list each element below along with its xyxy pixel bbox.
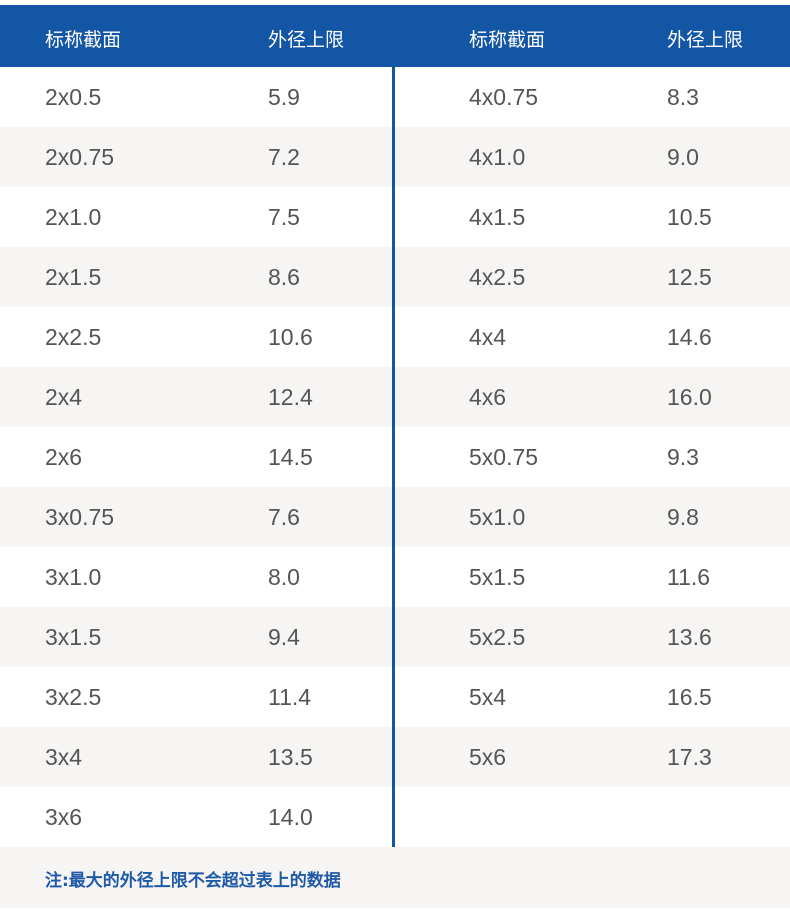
right-section-cell: 5x4 — [469, 684, 507, 710]
right-section-cell: 5x6 — [469, 744, 507, 770]
left-section-cell: 2x1.0 — [45, 204, 102, 230]
header-max-outer-diameter-left: 外径上限 — [268, 29, 345, 51]
right-section-cell: 4x6 — [469, 384, 507, 410]
right-diameter-cell: 17.3 — [667, 744, 712, 770]
table-row: 2x4 12.4 4x6 16.0 — [0, 367, 790, 427]
table-row: 2x1.5 8.6 4x2.5 12.5 — [0, 247, 790, 307]
left-diameter-cell: 10.6 — [268, 324, 313, 350]
left-section-cell: 3x1.5 — [45, 624, 102, 650]
right-diameter-cell: 13.6 — [667, 624, 712, 650]
top-margin — [0, 0, 790, 5]
right-section-cell: 4x4 — [469, 324, 507, 350]
left-section-cell: 2x0.5 — [45, 84, 102, 110]
right-section-cell: 5x1.5 — [469, 564, 526, 590]
left-section-cell: 3x6 — [45, 804, 83, 830]
left-section-cell: 3x0.75 — [45, 504, 115, 530]
right-diameter-cell: 10.5 — [667, 204, 712, 230]
left-diameter-cell: 7.5 — [268, 204, 300, 230]
left-diameter-cell: 14.0 — [268, 804, 313, 830]
header-max-outer-diameter-right: 外径上限 — [667, 29, 744, 51]
left-section-cell: 2x1.5 — [45, 264, 102, 290]
right-diameter-cell: 9.3 — [667, 444, 699, 470]
footnote-text: 注:最大的外径上限不会超过表上的数据 — [45, 871, 341, 891]
header-nominal-section-right: 标称截面 — [469, 29, 546, 51]
table-row: 2x2.5 10.6 4x4 14.6 — [0, 307, 790, 367]
table-row: 3x2.5 11.4 5x4 16.5 — [0, 667, 790, 727]
left-diameter-cell: 5.9 — [268, 84, 300, 110]
right-diameter-cell: 16.0 — [667, 384, 712, 410]
table-row: 3x0.75 7.6 5x1.0 9.8 — [0, 487, 790, 547]
column-divider — [392, 67, 395, 847]
right-section-cell: 5x2.5 — [469, 624, 526, 650]
right-section-cell: 4x1.5 — [469, 204, 526, 230]
left-section-cell: 2x0.75 — [45, 144, 115, 170]
left-diameter-cell: 9.4 — [268, 624, 300, 650]
right-diameter-cell: 11.6 — [667, 564, 711, 590]
right-diameter-cell: 9.8 — [667, 504, 699, 530]
table-row: 3x1.0 8.0 5x1.5 11.6 — [0, 547, 790, 607]
left-section-cell: 3x2.5 — [45, 684, 102, 710]
table-row: 2x6 14.5 5x0.75 9.3 — [0, 427, 790, 487]
right-section-cell: 5x0.75 — [469, 444, 539, 470]
left-diameter-cell: 7.6 — [268, 504, 300, 530]
right-section-cell: 4x2.5 — [469, 264, 526, 290]
table-header: 标称截面 外径上限 标称截面 外径上限 — [0, 5, 790, 67]
right-diameter-cell: 9.0 — [667, 144, 699, 170]
right-section-cell: 4x1.0 — [469, 144, 526, 170]
left-section-cell: 3x4 — [45, 744, 83, 770]
left-diameter-cell: 8.6 — [268, 264, 300, 290]
header-nominal-section-left: 标称截面 — [45, 29, 122, 51]
right-diameter-cell: 14.6 — [667, 324, 712, 350]
right-section-cell: 5x1.0 — [469, 504, 526, 530]
left-diameter-cell: 12.4 — [268, 384, 313, 410]
left-section-cell: 2x2.5 — [45, 324, 102, 350]
table-row: 2x0.5 5.9 4x0.75 8.3 — [0, 67, 790, 127]
right-diameter-cell: 8.3 — [667, 84, 699, 110]
right-diameter-cell: 12.5 — [667, 264, 712, 290]
left-diameter-cell: 14.5 — [268, 444, 313, 470]
table-row: 2x0.75 7.2 4x1.0 9.0 — [0, 127, 790, 187]
table-row: 3x4 13.5 5x6 17.3 — [0, 727, 790, 787]
footnote: 注:最大的外径上限不会超过表上的数据 — [0, 847, 790, 908]
table-row: 2x1.0 7.5 4x1.5 10.5 — [0, 187, 790, 247]
left-diameter-cell: 7.2 — [268, 144, 300, 170]
table-body: 2x0.5 5.9 4x0.75 8.3 2x0.75 7.2 4x1.0 9.0 2x1.0 7… — [0, 67, 790, 847]
left-section-cell: 2x6 — [45, 444, 83, 470]
left-diameter-cell: 8.0 — [268, 564, 300, 590]
left-diameter-cell: 11.4 — [268, 684, 312, 710]
table-row: 3x6 14.0 — [0, 787, 790, 847]
left-section-cell: 2x4 — [45, 384, 83, 410]
table-row: 3x1.5 9.4 5x2.5 13.6 — [0, 607, 790, 667]
right-section-cell: 4x0.75 — [469, 84, 539, 110]
left-diameter-cell: 13.5 — [268, 744, 313, 770]
right-diameter-cell: 16.5 — [667, 684, 712, 710]
left-section-cell: 3x1.0 — [45, 564, 102, 590]
